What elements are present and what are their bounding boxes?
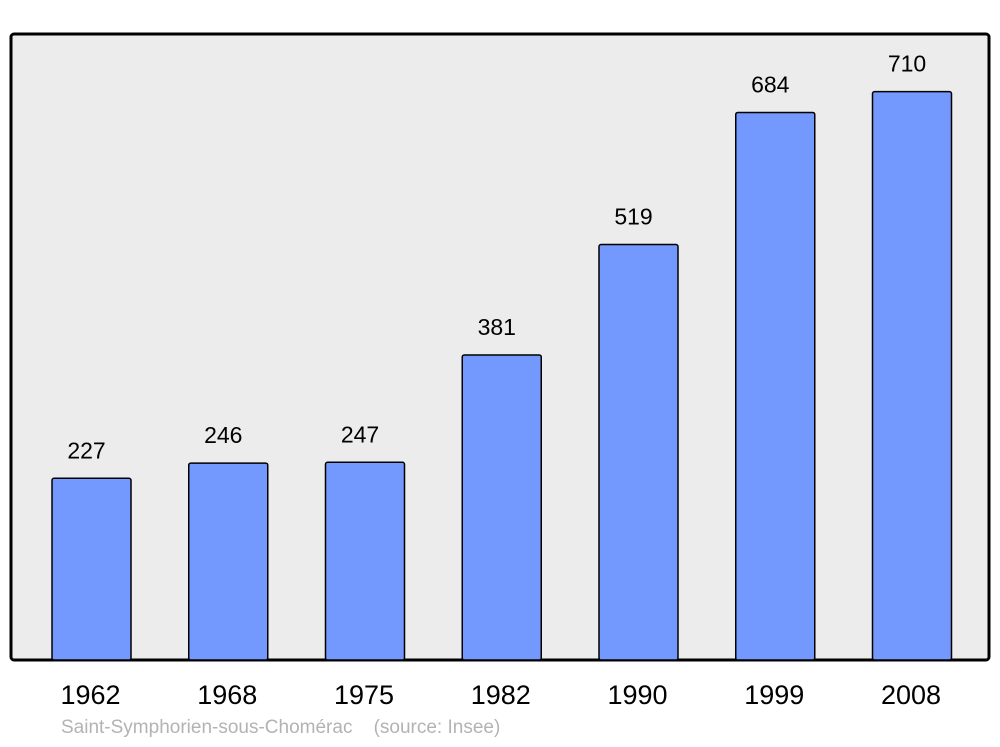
data-label-1975: 247 [341, 421, 379, 447]
bar-1962 [51, 477, 132, 661]
data-label-1982: 381 [478, 314, 516, 340]
bar-1999 [735, 111, 816, 661]
bar-2008 [871, 90, 953, 661]
x-tick-label-1999: 1999 [744, 680, 804, 710]
data-label-1999: 684 [751, 71, 790, 97]
bar-1982 [461, 354, 542, 661]
x-tick-label-1968: 1968 [197, 680, 257, 710]
x-tick-label-1990: 1990 [607, 680, 667, 710]
bar-1975 [324, 461, 406, 661]
data-label-1968: 246 [204, 422, 242, 448]
x-tick-label-2008: 2008 [881, 680, 941, 710]
x-tick-label-1975: 1975 [334, 680, 394, 710]
chart-caption: Saint-Symphorien-sous-Chomérac (source: … [61, 717, 500, 739]
data-label-2008: 710 [888, 51, 926, 77]
caption-source: (source: Insee) [373, 717, 501, 738]
data-label-1990: 519 [614, 204, 652, 230]
caption-place: Saint-Symphorien-sous-Chomérac [61, 717, 353, 738]
x-tick-label-1962: 1962 [60, 680, 120, 710]
data-label-1962: 227 [67, 437, 105, 463]
bar-1990 [598, 243, 679, 661]
bar-1968 [188, 462, 269, 661]
x-tick-label-1982: 1982 [471, 680, 531, 710]
